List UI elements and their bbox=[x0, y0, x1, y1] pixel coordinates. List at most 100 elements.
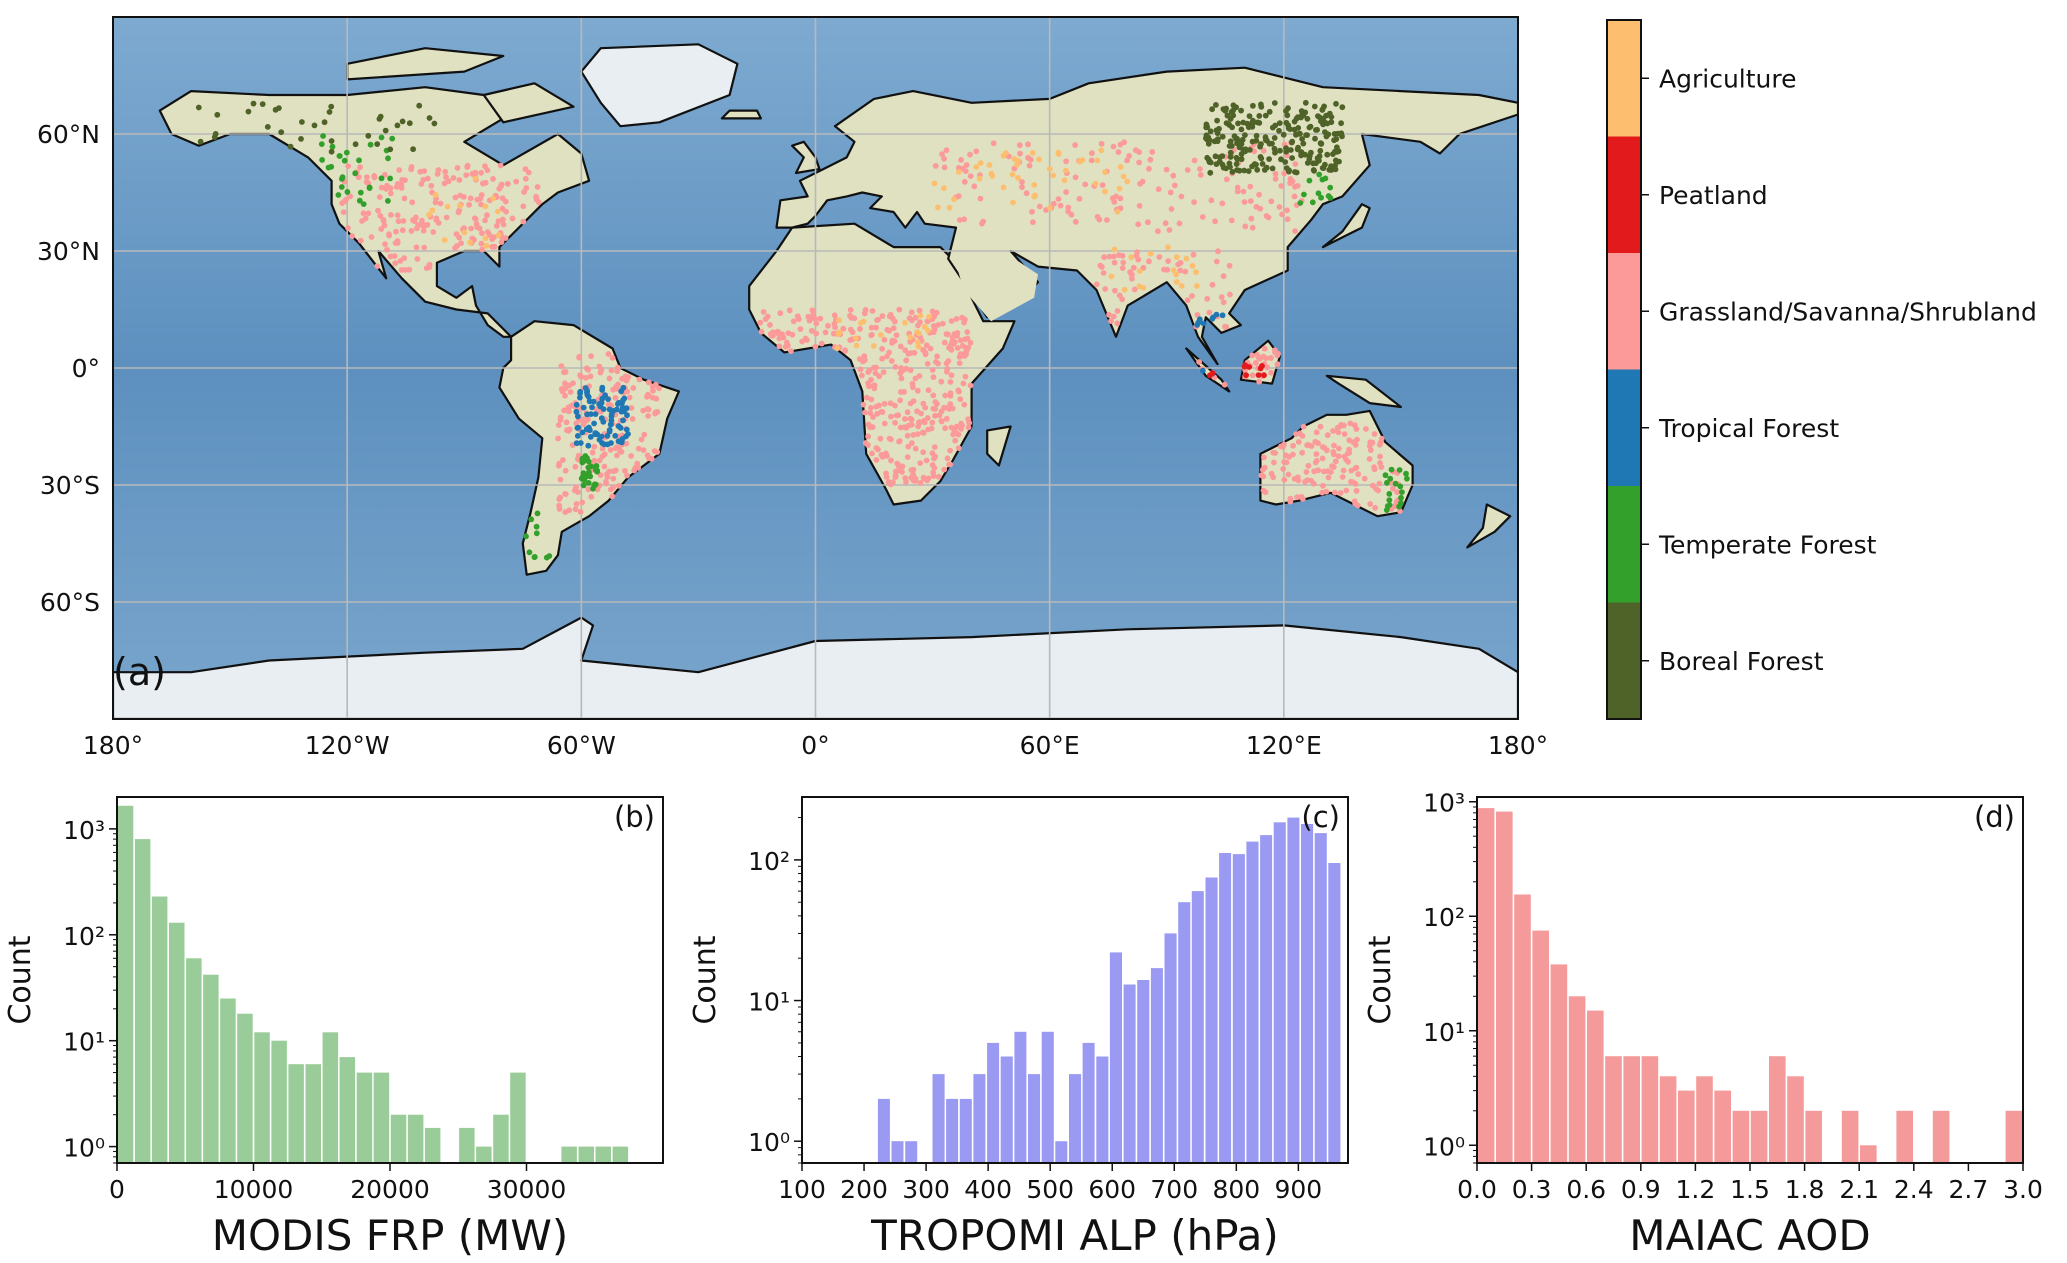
fire-point bbox=[522, 175, 529, 182]
fire-point bbox=[1213, 102, 1219, 108]
fire-point bbox=[973, 148, 980, 155]
fire-point bbox=[429, 207, 436, 214]
fire-point bbox=[1325, 474, 1332, 481]
fire-point bbox=[610, 408, 617, 414]
fire-point bbox=[615, 401, 621, 407]
fire-point bbox=[1312, 135, 1318, 142]
fire-point bbox=[1220, 273, 1227, 280]
fire-point bbox=[437, 200, 444, 207]
landmass-japan bbox=[1321, 203, 1371, 249]
fire-point bbox=[1256, 191, 1262, 198]
fire-point bbox=[587, 434, 594, 440]
fire-point bbox=[585, 366, 591, 373]
fire-point bbox=[1320, 482, 1326, 489]
fire-point bbox=[928, 425, 935, 432]
fire-point bbox=[1295, 125, 1302, 131]
fire-point bbox=[1168, 206, 1175, 212]
fire-point bbox=[1247, 198, 1254, 205]
fire-point bbox=[931, 465, 938, 471]
plot-frame bbox=[801, 796, 1349, 1164]
histogram-bar bbox=[322, 1032, 339, 1163]
fire-point bbox=[924, 415, 931, 421]
fire-point bbox=[1302, 109, 1309, 116]
fire-point bbox=[966, 419, 973, 426]
fire-point bbox=[988, 170, 995, 177]
histogram-bar bbox=[1696, 1076, 1713, 1163]
fire-point bbox=[1114, 308, 1121, 314]
fire-point bbox=[617, 447, 623, 454]
fire-point bbox=[299, 119, 305, 125]
fire-point bbox=[990, 140, 997, 147]
fire-point bbox=[1259, 161, 1266, 167]
fire-point bbox=[875, 316, 881, 323]
fire-point bbox=[1271, 459, 1277, 466]
fire-point bbox=[909, 380, 916, 387]
fire-point bbox=[500, 221, 507, 228]
fire-point bbox=[428, 182, 435, 189]
histogram-bar bbox=[169, 922, 185, 1163]
fire-point bbox=[952, 339, 958, 345]
fire-point bbox=[808, 327, 815, 334]
fire-point bbox=[951, 331, 958, 337]
fire-point bbox=[591, 457, 598, 464]
fire-point bbox=[1306, 124, 1313, 131]
fire-point bbox=[1339, 474, 1346, 480]
fire-point bbox=[948, 318, 955, 324]
fire-point bbox=[522, 166, 529, 173]
fire-point bbox=[400, 218, 407, 224]
fire-point bbox=[1330, 428, 1336, 434]
histogram-bar bbox=[561, 1146, 577, 1163]
fire-point bbox=[1269, 124, 1276, 131]
legend-swatch bbox=[1607, 20, 1641, 137]
histogram-bar bbox=[1678, 1090, 1695, 1163]
fire-point bbox=[1191, 199, 1197, 206]
fire-point bbox=[620, 384, 627, 391]
fire-point bbox=[1294, 494, 1300, 501]
fire-point bbox=[352, 141, 359, 148]
fire-point bbox=[326, 109, 333, 115]
fire-point bbox=[1299, 449, 1305, 456]
histogram-bar bbox=[1787, 1076, 1804, 1163]
fire-point bbox=[375, 207, 381, 214]
fire-point bbox=[1387, 475, 1394, 482]
fire-point bbox=[562, 380, 568, 387]
fire-point bbox=[869, 308, 876, 314]
fire-point bbox=[629, 416, 636, 422]
fire-point bbox=[1272, 450, 1279, 456]
fire-point bbox=[888, 358, 895, 364]
fire-point bbox=[1281, 170, 1288, 177]
fire-point bbox=[329, 143, 336, 150]
fire-point bbox=[1274, 352, 1281, 359]
fire-point bbox=[1254, 166, 1261, 173]
fire-point bbox=[648, 455, 655, 462]
fire-point bbox=[1145, 219, 1151, 226]
fire-point bbox=[931, 313, 937, 320]
fire-point bbox=[1214, 117, 1220, 124]
legend-label: Tropical Forest bbox=[1658, 414, 1839, 443]
fire-point bbox=[484, 167, 491, 174]
fire-point bbox=[1287, 180, 1293, 187]
fire-point bbox=[580, 404, 587, 411]
fire-point bbox=[1219, 161, 1226, 168]
fire-point bbox=[336, 153, 343, 159]
fire-point bbox=[1223, 120, 1230, 126]
fire-point bbox=[1340, 467, 1347, 474]
fire-point bbox=[1263, 355, 1269, 362]
legend-label: Temperate Forest bbox=[1658, 530, 1877, 559]
fire-point bbox=[1242, 223, 1249, 230]
fire-point bbox=[1369, 439, 1376, 446]
fire-point bbox=[935, 322, 941, 328]
fire-point bbox=[1306, 156, 1313, 162]
fire-point bbox=[1361, 475, 1368, 482]
y-tick-label: 10² bbox=[1423, 903, 1465, 932]
landmass-sumatra bbox=[1185, 347, 1231, 393]
fire-point bbox=[556, 506, 563, 512]
fire-point bbox=[1133, 253, 1140, 259]
fire-point bbox=[1326, 166, 1333, 173]
fire-point bbox=[831, 312, 838, 319]
histogram-bar bbox=[1328, 863, 1341, 1163]
fire-point bbox=[871, 385, 878, 392]
fire-point bbox=[1094, 157, 1101, 164]
fire-point bbox=[1170, 172, 1177, 179]
fire-point bbox=[318, 141, 325, 148]
